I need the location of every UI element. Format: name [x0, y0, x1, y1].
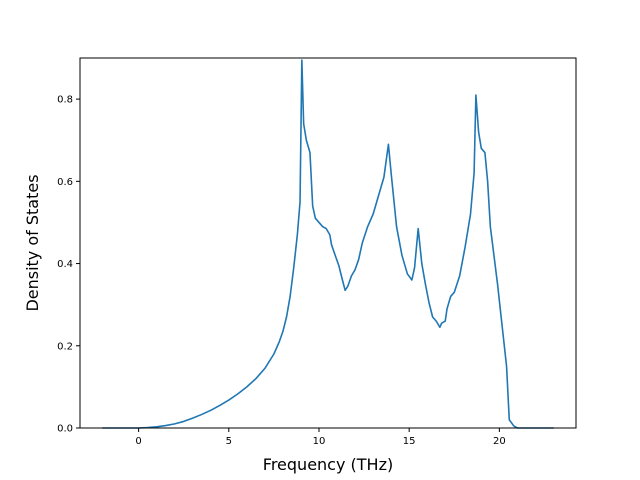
- x-tick-label: 5: [226, 436, 232, 447]
- plot-layer: [101, 59, 555, 429]
- dos-series-line: [101, 59, 555, 429]
- y-axis-label: Density of States: [23, 174, 42, 311]
- x-tick-label: 0: [135, 436, 141, 447]
- y-tick-label: 0.0: [57, 424, 73, 435]
- y-tick-label: 0.4: [57, 259, 73, 270]
- x-tick-label: 10: [313, 436, 326, 447]
- x-tick-label: 15: [403, 436, 416, 447]
- y-axis: 0.0 0.2 0.4 0.6 0.8: [57, 95, 80, 435]
- y-tick-label: 0.8: [57, 95, 73, 106]
- x-axis-label: Frequency (THz): [263, 455, 393, 474]
- plot-frame: [79, 57, 577, 429]
- y-tick-label: 0.6: [57, 177, 73, 188]
- x-axis: 0 5 10 15 20: [135, 428, 506, 447]
- y-tick-label: 0.2: [57, 341, 73, 352]
- x-tick-label: 20: [493, 436, 506, 447]
